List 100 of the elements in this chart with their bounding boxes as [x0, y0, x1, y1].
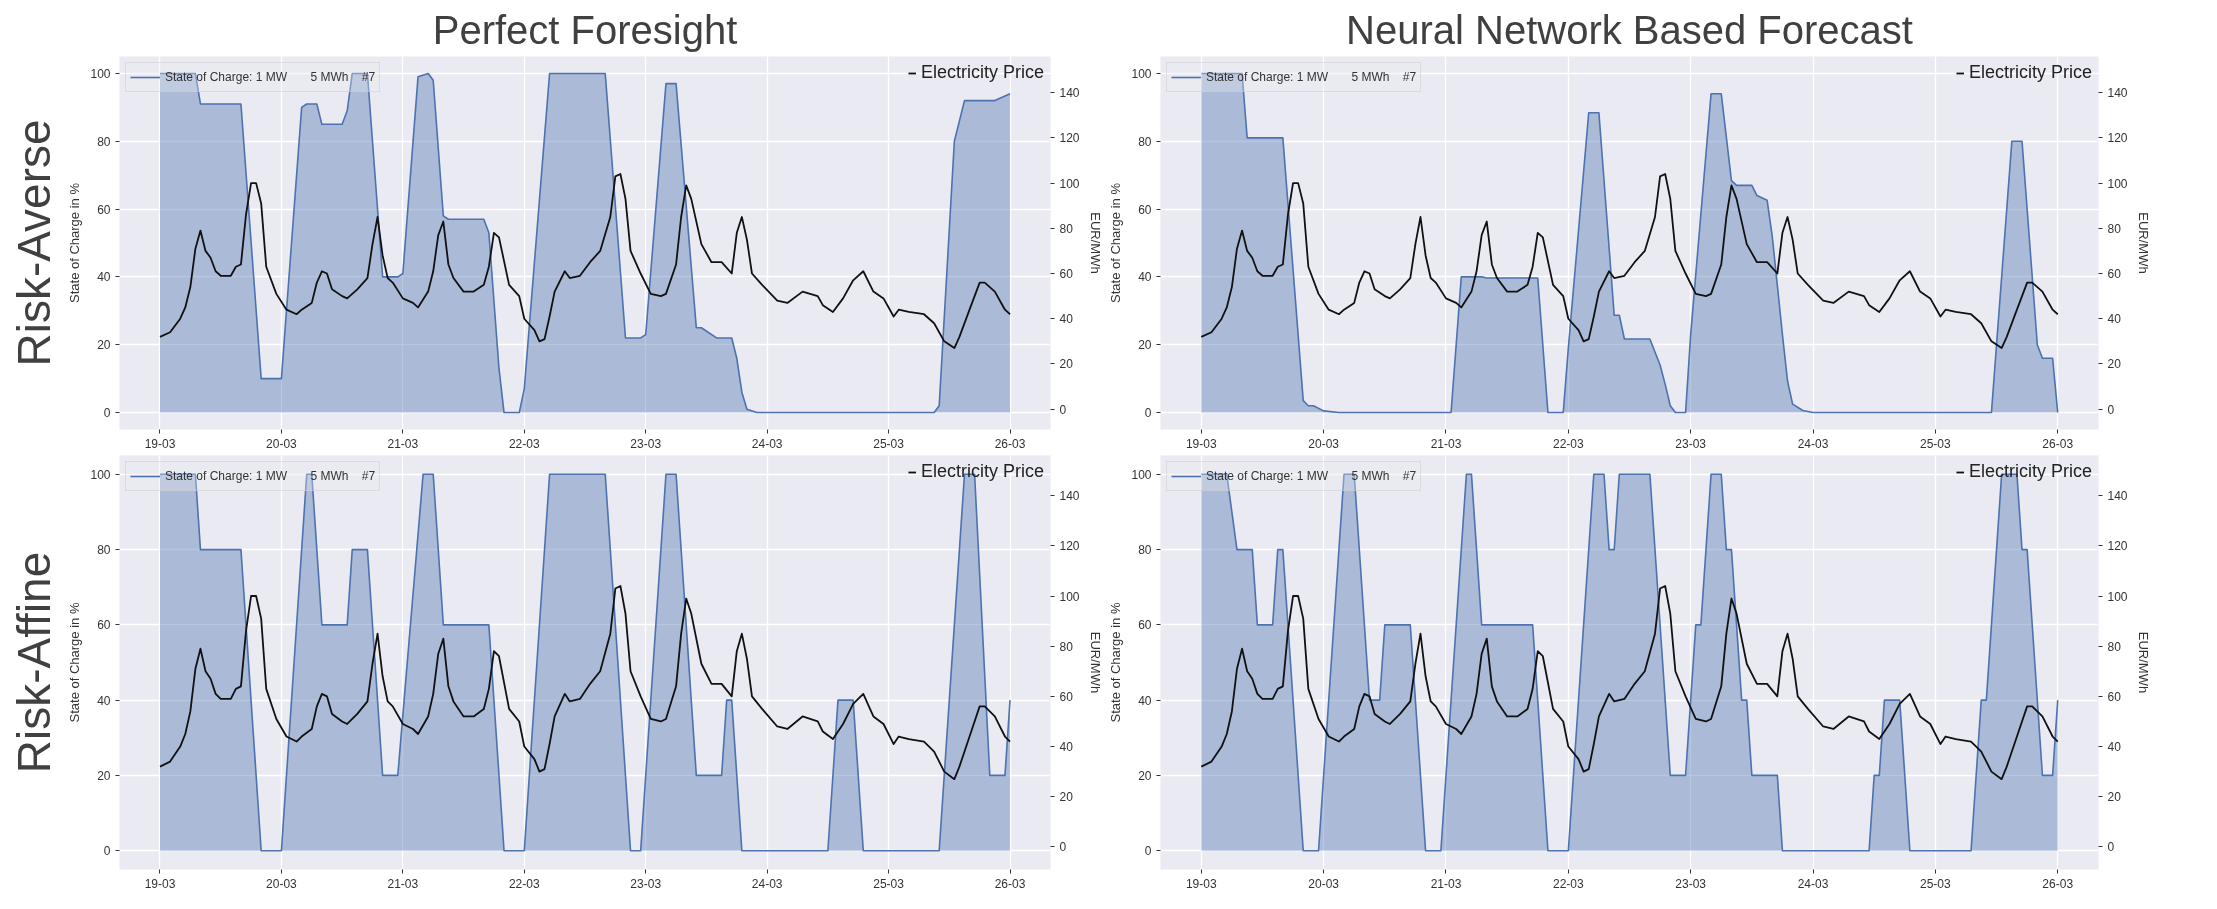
x-tick-label: 22-03 [508, 436, 540, 451]
x-tick-label: 21-03 [1430, 436, 1462, 451]
y2-tick-label: 60 [2107, 689, 2122, 704]
x-tick-label: 25-03 [1920, 876, 1952, 891]
y-tick-label: 80 [1138, 134, 1152, 149]
y-tick-label: 80 [97, 543, 111, 558]
y-axis-title: State of Charge in % [1108, 182, 1124, 303]
y-tick-label: 20 [97, 338, 111, 353]
y2-tick-label: 0 [1059, 402, 1067, 417]
x-tick-label: 23-03 [630, 436, 662, 451]
y-tick-label: 20 [1138, 768, 1152, 783]
y2-axis-title: EUR/MWh [2135, 212, 2151, 274]
y2-tick-label: 0 [1059, 840, 1067, 855]
y2-tick-label: 140 [2107, 86, 2128, 101]
y2-tick-label: 100 [1059, 176, 1080, 191]
x-tick-label: 20-03 [266, 436, 298, 451]
y-axis-title: State of Charge in % [1108, 602, 1124, 723]
y2-tick-label: 100 [1059, 589, 1080, 604]
y-tick-label: 100 [90, 467, 111, 482]
y2-tick-label: 40 [1059, 740, 1074, 755]
y2-tick-label: 20 [1059, 357, 1074, 372]
y-tick-label: 0 [103, 406, 111, 421]
x-tick-label: 20-03 [1308, 876, 1340, 891]
y2-tick-label: 80 [1059, 639, 1074, 654]
y2-tick-label: 120 [1059, 539, 1080, 554]
x-tick-label: 25-03 [873, 876, 905, 891]
y-tick-label: 100 [90, 66, 111, 81]
x-tick-label: 25-03 [1920, 436, 1952, 451]
y2-tick-label: 40 [1059, 312, 1074, 327]
y-axis-title: State of Charge in % [67, 602, 83, 723]
y2-tick-label: 60 [1059, 689, 1074, 704]
x-tick-label: 19-03 [1185, 876, 1217, 891]
x-tick-label: 21-03 [1430, 876, 1462, 891]
x-tick-label: 24-03 [1797, 876, 1829, 891]
text: Risk-Averse [7, 119, 60, 367]
y2-axis-title: EUR/MWh [1087, 212, 1103, 274]
y-tick-label: 100 [1131, 66, 1152, 81]
x-tick-label: 19-03 [144, 876, 176, 891]
x-tick-label: 22-03 [1552, 876, 1584, 891]
x-tick-label: 25-03 [873, 436, 905, 451]
y-tick-label: 80 [1138, 543, 1152, 558]
y-tick-label: 40 [1138, 693, 1152, 708]
y2-tick-label: 120 [2107, 131, 2128, 146]
y2-axis-title: EUR/MWh [1087, 631, 1103, 694]
y2-tick-label: 0 [2107, 402, 2115, 417]
x-tick-label: 20-03 [1308, 436, 1340, 451]
y-tick-label: 0 [1144, 844, 1152, 859]
x-tick-label: 26-03 [2042, 436, 2074, 451]
legend-label: Electricity Price [1968, 62, 2092, 83]
x-tick-label: 22-03 [508, 876, 540, 891]
legend-label: State of Charge: 1 MW 5 MWh #7 [1206, 469, 1417, 483]
y-tick-label: 60 [97, 202, 111, 217]
y2-tick-label: 40 [2107, 312, 2122, 327]
y-tick-label: 60 [97, 618, 111, 633]
y2-tick-label: 120 [2107, 539, 2128, 554]
y2-tick-label: 20 [2107, 790, 2122, 805]
y-tick-label: 0 [103, 844, 111, 859]
x-tick-label: 19-03 [1185, 436, 1217, 451]
legend-label: State of Charge: 1 MW 5 MWh #7 [165, 469, 376, 483]
y-tick-label: 0 [1144, 406, 1152, 421]
y2-tick-label: 20 [2107, 357, 2122, 372]
y2-tick-label: 60 [2107, 267, 2122, 282]
x-tick-label: 23-03 [1675, 876, 1707, 891]
x-tick-label: 19-03 [144, 436, 176, 451]
y-tick-label: 60 [1138, 618, 1152, 633]
y2-tick-label: 100 [2107, 589, 2128, 604]
legend-label: State of Charge: 1 MW 5 MWh #7 [165, 70, 376, 84]
legend-label: Electricity Price [1968, 461, 2092, 482]
x-tick-label: 22-03 [1552, 436, 1584, 451]
x-tick-label: 21-03 [387, 876, 419, 891]
y-tick-label: 80 [97, 134, 111, 149]
y2-axis-title: EUR/MWh [2135, 631, 2151, 694]
y-tick-label: 60 [1138, 202, 1152, 217]
y2-tick-label: 140 [1059, 86, 1080, 101]
y-tick-label: 40 [1138, 270, 1152, 285]
x-tick-label: 24-03 [751, 876, 783, 891]
y2-tick-label: 80 [2107, 221, 2122, 236]
y-tick-label: 40 [97, 693, 111, 708]
x-tick-label: 26-03 [994, 436, 1026, 451]
x-tick-label: 26-03 [2042, 876, 2074, 891]
y-tick-label: 100 [1131, 467, 1152, 482]
y-tick-label: 20 [1138, 338, 1152, 353]
legend-label: Electricity Price [920, 461, 1044, 482]
y2-tick-label: 80 [2107, 639, 2122, 654]
y2-tick-label: 140 [1059, 489, 1080, 504]
chart-title: Perfect Foresight [432, 7, 738, 52]
y2-tick-label: 80 [1059, 221, 1074, 236]
legend-label: Electricity Price [920, 62, 1044, 83]
y2-tick-label: 140 [2107, 489, 2128, 504]
x-tick-label: 26-03 [994, 876, 1026, 891]
x-tick-label: 21-03 [387, 436, 419, 451]
y2-tick-label: 40 [2107, 740, 2122, 755]
legend-label: State of Charge: 1 MW 5 MWh #7 [1206, 70, 1417, 84]
x-tick-label: 24-03 [751, 436, 783, 451]
y2-tick-label: 20 [1059, 790, 1074, 805]
text: Risk-Affine [7, 551, 60, 774]
chart-title: Neural Network Based Forecast [1346, 7, 1913, 52]
x-tick-label: 23-03 [1675, 436, 1707, 451]
y2-tick-label: 0 [2107, 840, 2115, 855]
x-tick-label: 20-03 [266, 876, 298, 891]
